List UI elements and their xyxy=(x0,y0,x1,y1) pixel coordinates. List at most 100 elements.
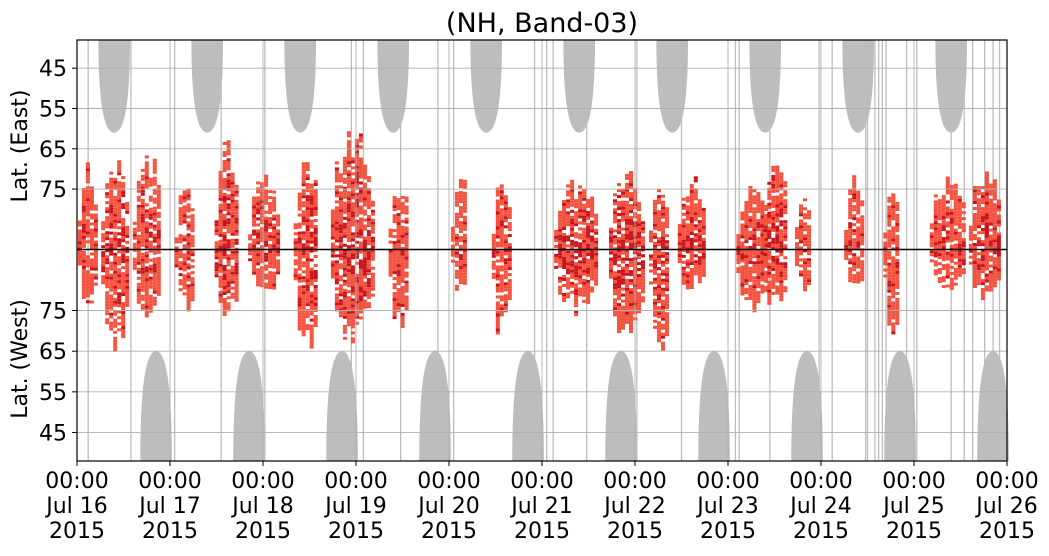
activity-cell xyxy=(621,245,625,249)
activity-cell xyxy=(783,286,788,290)
activity-cell xyxy=(342,273,347,277)
activity-cell xyxy=(309,258,314,262)
activity-cell xyxy=(586,240,591,244)
activity-cell xyxy=(234,202,239,206)
activity-cell xyxy=(697,271,702,275)
activity-cell xyxy=(621,209,625,213)
activity-cell xyxy=(937,250,942,254)
activity-cell xyxy=(795,230,799,234)
activity-cell xyxy=(752,276,757,280)
activity-cell xyxy=(566,223,571,227)
activity-cell xyxy=(767,256,772,260)
activity-cell xyxy=(301,252,306,256)
activity-cell xyxy=(665,333,669,337)
activity-cell xyxy=(570,215,575,219)
x-tick-label: 00:00 xyxy=(603,469,666,494)
activity-cell xyxy=(148,246,153,250)
activity-cell xyxy=(400,195,405,199)
activity-cell xyxy=(945,182,950,186)
activity-cell xyxy=(775,216,780,220)
activity-cell xyxy=(795,254,799,258)
activity-cell xyxy=(350,325,355,329)
activity-cell xyxy=(625,284,629,288)
activity-blob xyxy=(968,171,1001,301)
activity-cell xyxy=(132,233,137,237)
activity-cell xyxy=(775,207,780,211)
activity-cell xyxy=(113,237,118,241)
activity-cell xyxy=(779,199,784,203)
activity-cell xyxy=(301,174,306,178)
activity-cell xyxy=(313,231,318,234)
activity-cell xyxy=(109,306,114,310)
activity-cell xyxy=(140,201,145,205)
activity-cell xyxy=(578,293,583,297)
activity-cell xyxy=(260,272,265,276)
activity-cell xyxy=(771,216,776,220)
activity-cell xyxy=(338,275,343,279)
activity-cell xyxy=(629,324,633,328)
activity-cell xyxy=(949,193,954,197)
activity-cell xyxy=(309,240,314,244)
activity-cell xyxy=(305,228,310,232)
activity-cell xyxy=(953,261,958,265)
activity-cell xyxy=(736,243,741,247)
activity-cell xyxy=(222,247,227,250)
activity-cell xyxy=(941,210,946,214)
activity-cell xyxy=(350,235,355,239)
activity-cell xyxy=(89,234,94,238)
activity-cell xyxy=(342,195,347,199)
activity-cell xyxy=(121,293,126,297)
activity-cell xyxy=(771,228,776,232)
activity-cell xyxy=(222,310,227,313)
activity-cell xyxy=(458,221,463,225)
activity-cell xyxy=(121,218,126,222)
activity-cell xyxy=(338,203,343,207)
activity-cell xyxy=(136,198,141,202)
activity-cell xyxy=(848,276,853,280)
activity-cell xyxy=(495,226,500,230)
activity-cell xyxy=(697,265,702,269)
activity-cell xyxy=(799,258,803,262)
activity-cell xyxy=(276,238,281,242)
activity-cell xyxy=(803,258,807,262)
activity-cell xyxy=(996,205,1001,209)
activity-cell xyxy=(957,204,962,208)
activity-cell xyxy=(366,239,371,243)
activity-cell xyxy=(740,217,745,221)
activity-cell xyxy=(665,213,669,217)
activity-cell xyxy=(370,227,375,231)
activity-cell xyxy=(458,236,463,240)
activity-cell xyxy=(621,326,625,330)
activity-cell xyxy=(992,257,997,261)
activity-cell xyxy=(953,207,958,211)
activity-cell xyxy=(342,231,347,235)
activity-cell xyxy=(226,257,231,261)
activity-cell xyxy=(499,229,504,233)
activity-cell xyxy=(558,219,563,223)
activity-cell xyxy=(268,256,273,260)
activity-cell xyxy=(764,243,769,247)
activity-cell xyxy=(629,243,633,247)
activity-cell xyxy=(844,238,849,242)
activity-cell xyxy=(222,154,227,157)
activity-cell xyxy=(933,215,938,219)
activity-cell xyxy=(685,235,690,239)
activity-cell xyxy=(117,160,122,164)
activity-cell xyxy=(186,203,191,207)
activity-cell xyxy=(689,250,694,253)
activity-cell xyxy=(268,196,273,200)
activity-cell xyxy=(949,250,954,254)
activity-cell xyxy=(968,249,973,253)
activity-cell xyxy=(949,244,954,248)
activity-cell xyxy=(783,184,788,188)
activity-cell xyxy=(860,215,865,219)
activity-cell xyxy=(109,246,114,250)
activity-cell xyxy=(657,285,661,289)
activity-cell xyxy=(136,210,141,214)
activity-cell xyxy=(260,197,265,201)
activity-cell xyxy=(140,189,145,193)
activity-cell xyxy=(174,240,179,244)
activity-cell xyxy=(136,258,141,262)
activity-cell xyxy=(186,296,191,300)
activity-cell xyxy=(354,225,359,229)
